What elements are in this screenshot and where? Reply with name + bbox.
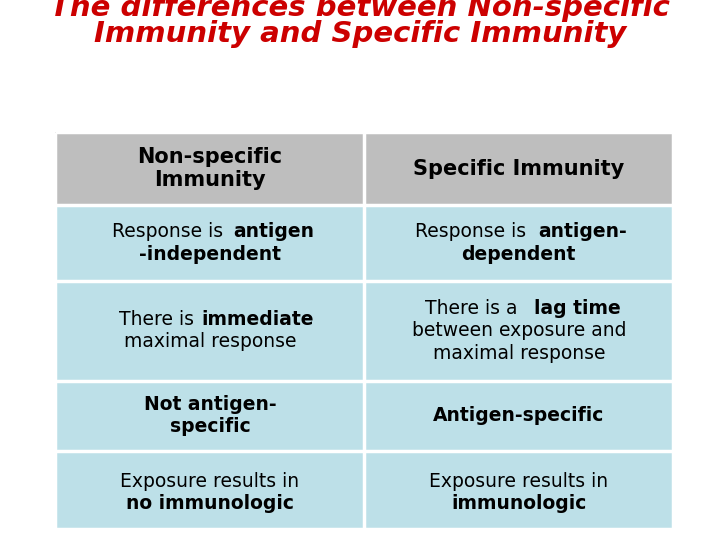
Text: Immunity and Specific Immunity: Immunity and Specific Immunity bbox=[94, 21, 626, 49]
Text: immunologic: immunologic bbox=[451, 495, 587, 514]
Text: Exposure results in: Exposure results in bbox=[120, 472, 300, 491]
Bar bbox=[55, 205, 673, 529]
Text: between exposure and: between exposure and bbox=[412, 321, 626, 340]
Text: Response is: Response is bbox=[415, 222, 532, 241]
Text: There is: There is bbox=[119, 310, 199, 329]
Text: specific: specific bbox=[169, 417, 251, 436]
Text: immediate: immediate bbox=[202, 310, 314, 329]
Text: no immunologic: no immunologic bbox=[126, 495, 294, 514]
Text: The differences between Non-specific: The differences between Non-specific bbox=[50, 0, 670, 22]
Text: maximal response: maximal response bbox=[124, 333, 296, 352]
Text: There is a: There is a bbox=[425, 299, 523, 318]
Text: -independent: -independent bbox=[139, 245, 281, 264]
Text: antigen: antigen bbox=[233, 222, 315, 241]
Text: Non-specific
Immunity: Non-specific Immunity bbox=[138, 147, 282, 191]
Text: Specific Immunity: Specific Immunity bbox=[413, 159, 624, 179]
Text: lag time: lag time bbox=[534, 299, 621, 318]
Text: dependent: dependent bbox=[462, 245, 576, 264]
Text: Antigen-specific: Antigen-specific bbox=[433, 406, 605, 426]
Text: maximal response: maximal response bbox=[433, 343, 605, 362]
Text: antigen-: antigen- bbox=[539, 222, 627, 241]
Bar bbox=[55, 132, 673, 205]
Text: Not antigen-: Not antigen- bbox=[143, 395, 276, 414]
Text: Response is: Response is bbox=[112, 222, 229, 241]
Text: Exposure results in: Exposure results in bbox=[429, 472, 608, 491]
